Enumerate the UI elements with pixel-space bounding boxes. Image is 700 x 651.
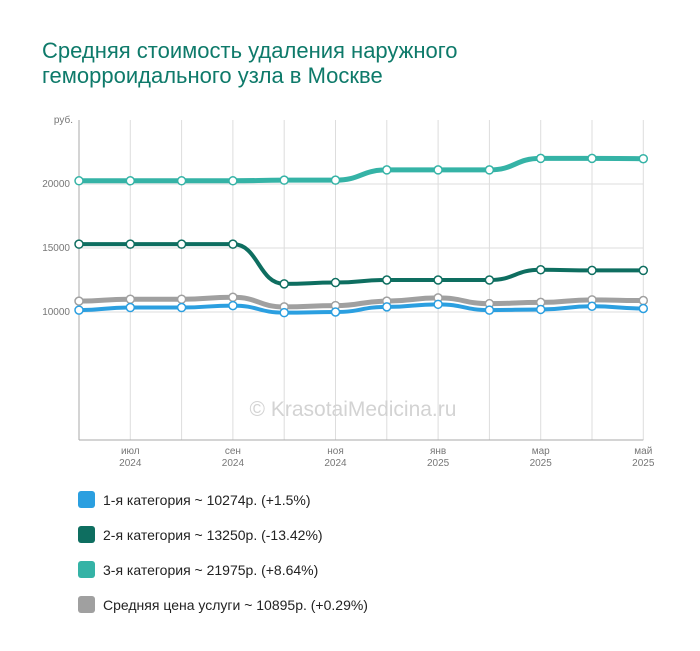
chart-legend: 1-я категория ~ 10274р. (+1.5%) 2-я кате… [78, 488, 368, 628]
watermark: © KrasotaiMedicina.ru [250, 398, 457, 421]
data-point-cat1 [433, 299, 443, 310]
x-tick-label-year: 2025 [530, 458, 553, 469]
data-point-cat3 [433, 165, 443, 175]
data-point-cat2 [279, 279, 289, 289]
data-point-cat2 [382, 275, 392, 285]
legend-swatch-average [78, 596, 95, 613]
legend-label-category-1: 1-я категория ~ 10274р. (+1.5%) [103, 491, 311, 508]
data-point-cat3 [228, 176, 238, 186]
legend-item-average[interactable]: Средняя цена услуги ~ 10895р. (+0.29%) [78, 593, 368, 616]
chart-title-line-2: геморроидального узла в Москве [42, 63, 383, 88]
data-point-cat3 [176, 176, 187, 186]
data-point-cat1 [535, 304, 546, 315]
x-tick-label-year: 2024 [222, 458, 245, 469]
data-point-cat2 [484, 275, 495, 285]
data-point-cat3 [638, 153, 649, 164]
series-line-cat3 [76, 155, 646, 184]
data-point-cat1 [125, 302, 136, 313]
data-point-cat2 [228, 239, 238, 249]
data-point-cat2 [125, 239, 136, 249]
data-point-cat3 [484, 165, 495, 175]
y-tick-label: 15000 [42, 243, 70, 254]
data-point-cat2 [638, 265, 649, 276]
data-point-cat3 [587, 153, 597, 164]
legend-item-category-3[interactable]: 3-я категория ~ 21975р. (+8.64%) [78, 558, 368, 581]
data-point-cat3 [279, 175, 289, 185]
x-tick-label-year: 2025 [427, 458, 450, 469]
x-tick-label-month: май [634, 446, 652, 457]
data-point-cat1 [587, 301, 597, 311]
data-point-cat3 [125, 176, 136, 186]
data-point-cat1 [484, 305, 495, 315]
data-point-cat1 [228, 300, 238, 311]
x-tick-label-month: сен [225, 446, 241, 457]
data-point-cat2 [535, 265, 546, 275]
data-point-avg [176, 294, 187, 304]
x-tick-label-month: янв [430, 446, 446, 457]
data-point-avg [228, 292, 238, 303]
y-tick-label: 10000 [42, 307, 70, 318]
data-point-cat1 [638, 303, 649, 314]
x-tick-label-month: июл [121, 446, 140, 457]
data-point-cat3 [330, 175, 341, 185]
legend-label-category-3: 3-я категория ~ 21975р. (+8.64%) [103, 561, 319, 578]
y-tick-label: 20000 [42, 179, 70, 190]
x-tick-label-month: мар [532, 446, 550, 457]
x-tick-label-year: 2025 [632, 458, 655, 469]
y-axis-label: руб. [54, 114, 73, 126]
data-point-avg [74, 296, 84, 306]
legend-label-average: Средняя цена услуги ~ 10895р. (+0.29%) [103, 596, 368, 613]
data-point-cat1 [382, 302, 392, 312]
data-point-avg [638, 295, 649, 306]
data-point-cat2 [587, 265, 597, 276]
data-point-cat2 [176, 239, 187, 249]
legend-swatch-category-3 [78, 561, 95, 578]
line-chart: руб.100001500020000июл2024сен2024ноя2024… [42, 114, 655, 469]
legend-label-category-2: 2-я категория ~ 13250р. (-13.42%) [103, 526, 323, 543]
series-line-cat1 [77, 302, 646, 315]
legend-item-category-1[interactable]: 1-я категория ~ 10274р. (+1.5%) [78, 488, 368, 511]
data-point-cat1 [74, 305, 84, 315]
data-point-cat2 [330, 277, 341, 288]
legend-item-category-2[interactable]: 2-я категория ~ 13250р. (-13.42%) [78, 523, 368, 546]
data-point-cat3 [535, 153, 546, 164]
chart-title: Средняя стоимость удаления наружного гем… [42, 38, 662, 88]
legend-swatch-category-2 [78, 526, 95, 543]
data-point-cat1 [279, 307, 289, 318]
data-point-cat1 [330, 307, 341, 317]
data-point-cat2 [74, 239, 84, 249]
data-point-avg [125, 294, 136, 304]
x-tick-label-month: ноя [327, 446, 344, 457]
series-line-avg [76, 294, 646, 310]
legend-swatch-category-1 [78, 491, 95, 508]
series-line-cat2 [77, 242, 646, 286]
chart-title-line-1: Средняя стоимость удаления наружного [42, 38, 458, 63]
data-point-cat3 [74, 176, 84, 186]
x-tick-label-year: 2024 [324, 458, 347, 469]
data-point-cat2 [433, 275, 443, 285]
data-point-cat3 [382, 165, 392, 175]
data-point-cat1 [176, 302, 187, 313]
x-tick-label-year: 2024 [119, 458, 142, 469]
